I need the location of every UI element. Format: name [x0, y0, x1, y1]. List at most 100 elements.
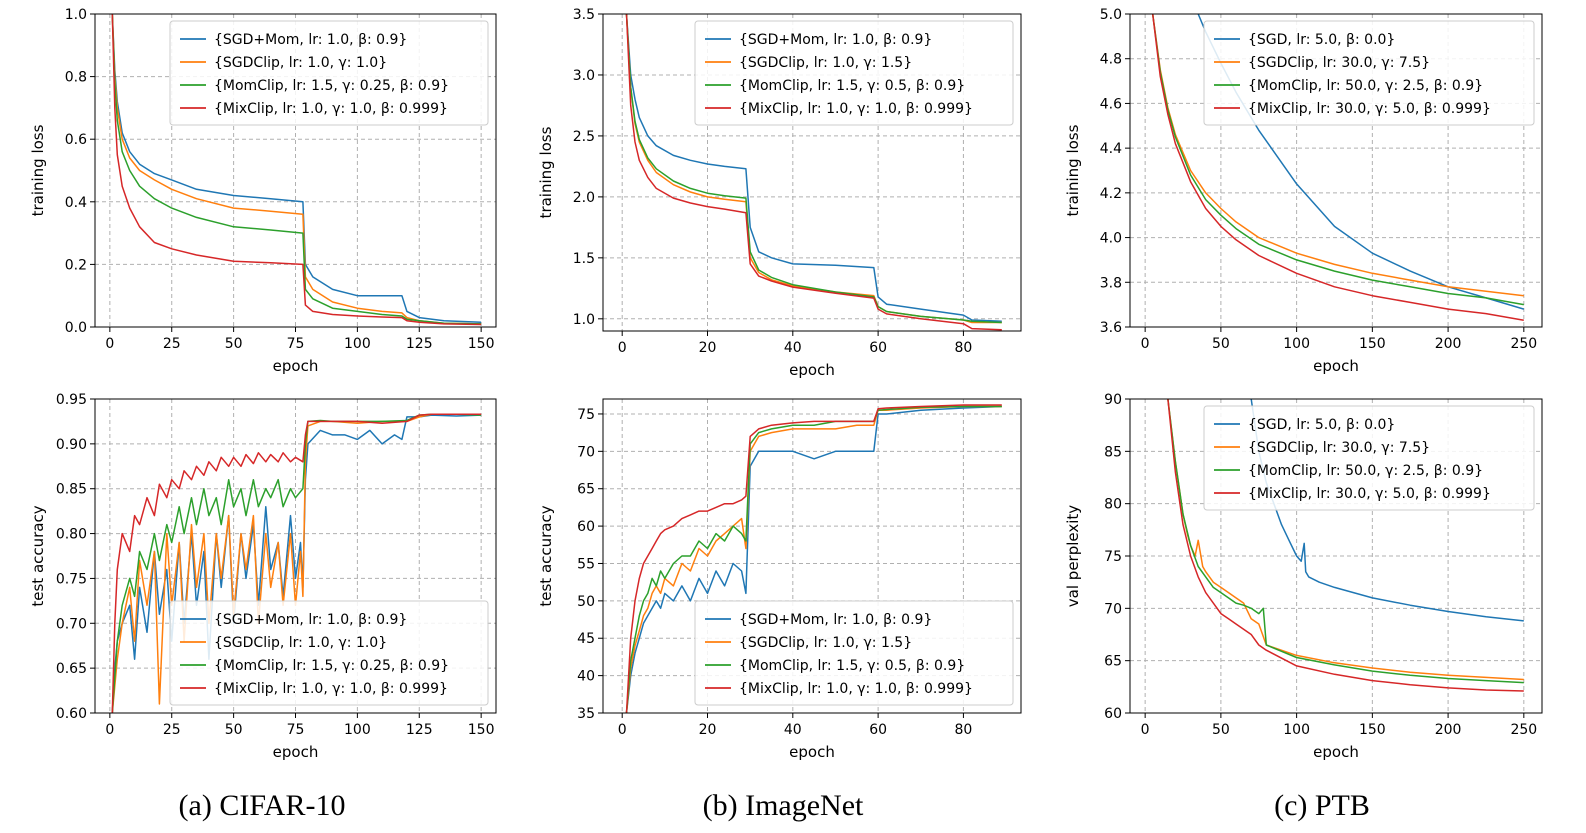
panel5-x-tick-label: 0 [1141, 722, 1150, 738]
panel0-y-tick-label: 0.0 [65, 320, 87, 336]
panel4-legend-box [694, 600, 1014, 706]
panel0-x-tick-label: 25 [163, 336, 181, 352]
panel2-x-tick-label: 200 [1435, 336, 1462, 352]
panel3-y-tick-label: 0.80 [56, 527, 87, 543]
panel3-x-tick-label: 125 [406, 722, 433, 738]
panel1-legend-box [694, 20, 1014, 126]
panel0-series-line-sgd-mom [111, 14, 482, 324]
panel0-x-tick-label: 0 [105, 336, 114, 352]
panel3-axes-frame [94, 398, 497, 714]
panel1-y-tick-label: 1.0 [573, 312, 595, 328]
panel4-x-tick-label: 60 [869, 722, 887, 738]
cifar10-test-accuracy-chart: 0 25 50 75 100 125 150 0.60 0.65 0.70 0.75 0.80 0.85… [29, 392, 497, 761]
panel4-y-tick-label: 70 [577, 444, 595, 460]
panel5-legend-entry: {SGDClip, lr: 30.0, γ: 7.5} [1248, 440, 1430, 456]
panel0-legend-entry: {SGD+Mom, lr: 1.0, β: 0.9} [214, 32, 407, 48]
panel2-y-tick-label: 4.0 [1100, 231, 1122, 247]
panel2-x-tick-label: 250 [1510, 336, 1537, 352]
panel5-y-tick-label: 80 [1104, 497, 1122, 513]
panel0-series-line-mixclip [111, 14, 482, 326]
panel2-legend-box [1203, 20, 1535, 126]
panel2-y-tick-label: 4.4 [1100, 141, 1122, 157]
panel1-y-tick-label: 2.5 [573, 129, 595, 145]
panel0-series-line-momclip [111, 14, 482, 325]
panel0-x-tick-label: 150 [468, 336, 495, 352]
panel2-y-tick-label: 4.6 [1100, 96, 1122, 112]
panel3-y-tick-label: 0.70 [56, 616, 87, 632]
panel5-series-line-momclip [1167, 399, 1524, 684]
panel3-legend-entry: {SGD+Mom, lr: 1.0, β: 0.9} [214, 612, 407, 628]
panel0-x-tick-label: 125 [406, 336, 433, 352]
panel0-x-tick-label: 75 [287, 336, 305, 352]
panel0-legend: {SGD+Mom, lr: 1.0, β: 0.9} {SGDClip, lr: … [169, 20, 489, 126]
caption-ptb: (c) PTB [1274, 789, 1370, 822]
panel1-y-tick-label: 2.0 [573, 190, 595, 206]
panel5-y-tick-label: 90 [1104, 392, 1122, 408]
panel3-legend-entry: {MixClip, lr: 1.0, γ: 1.0, β: 0.999} [214, 681, 448, 697]
panel1-legend-entry: {MomClip, lr: 1.5, γ: 0.5, β: 0.9} [739, 78, 965, 94]
panel3-x-tick-label: 75 [287, 722, 305, 738]
panel5-y-tick-label: 70 [1104, 601, 1122, 617]
panel1-y-tick-label: 3.5 [573, 7, 595, 23]
panel4-legend-entry: {SGDClip, lr: 1.0, γ: 1.5} [739, 635, 912, 651]
panel5-y-tick-label: 85 [1104, 444, 1122, 460]
panel5-legend-entry: {SGD, lr: 5.0, β: 0.0} [1248, 417, 1395, 433]
panel3-legend-box [169, 600, 489, 706]
panel3-x-tick-label: 25 [163, 722, 181, 738]
panel3-y-tick-label: 0.90 [56, 437, 87, 453]
panel1-series-line-momclip [625, 14, 1002, 324]
panel4-y-tick-label: 50 [577, 594, 595, 610]
panel0-x-tick-label: 100 [344, 336, 371, 352]
panel4-series-line-sgdclip [625, 405, 1002, 713]
panel0-x-tick-label: 50 [225, 336, 243, 352]
panel5-legend-entry: {MomClip, lr: 50.0, γ: 2.5, β: 0.9} [1248, 463, 1483, 479]
panel5-axes-frame [1129, 398, 1543, 714]
panel2-y-tick-label: 4.8 [1100, 52, 1122, 68]
panel3-x-tick-label: 0 [105, 722, 114, 738]
panel5-x-axis-label: epoch [1313, 743, 1359, 761]
panel1-x-tick-label: 80 [955, 340, 973, 356]
panel2-y-tick-label: 3.8 [1100, 275, 1122, 291]
panel5-x-tick-label: 50 [1212, 722, 1230, 738]
panel4-y-tick-label: 75 [577, 407, 595, 423]
panel5-x-tick-label: 250 [1510, 722, 1537, 738]
panel0-y-tick-label: 0.6 [65, 132, 87, 148]
panel0-y-axis-label: training loss [29, 124, 47, 216]
panel5-legend-entry: {MixClip, lr: 30.0, γ: 5.0, β: 0.999} [1248, 486, 1491, 502]
panel4-series-line-sgd-mom [625, 405, 1002, 713]
panel0-legend-entry: {MixClip, lr: 1.0, γ: 1.0, β: 0.999} [214, 101, 448, 117]
panel5-y-tick-label: 65 [1104, 654, 1122, 670]
panel0-y-tick-label: 0.2 [65, 257, 87, 273]
panel2-y-tick-label: 4.2 [1100, 186, 1122, 202]
panel4-y-tick-label: 40 [577, 669, 595, 685]
panel3-legend: {SGD+Mom, lr: 1.0, β: 0.9} {SGDClip, lr: … [169, 600, 489, 706]
panel4-y-tick-label: 65 [577, 482, 595, 498]
panel5-y-tick-label: 75 [1104, 549, 1122, 565]
panel5-x-tick-label: 150 [1359, 722, 1386, 738]
panel4-x-tick-label: 0 [618, 722, 627, 738]
panel5-x-tick-label: 100 [1283, 722, 1310, 738]
panel1-x-tick-label: 60 [869, 340, 887, 356]
panel2-x-tick-label: 100 [1283, 336, 1310, 352]
ptb-val-perplexity-chart: 0 50 100 150 200 250 60 65 70 75 80 85 90 epoch val pe… [1064, 392, 1543, 761]
panel3-x-tick-label: 50 [225, 722, 243, 738]
panel1-series-line-mixclip [625, 14, 1002, 331]
panel4-y-axis-label: test accuracy [537, 505, 555, 606]
imagenet-training-loss-chart: 0 20 40 60 80 1.0 1.5 2.0 2.5 3.0 3.5 epoch training… [537, 7, 1022, 379]
panel5-x-tick-label: 200 [1435, 722, 1462, 738]
panel3-legend-entry: {MomClip, lr: 1.5, γ: 0.25, β: 0.9} [214, 658, 449, 674]
cifar10-training-loss-chart: 0 25 50 75 100 125 150 0.0 0.2 0.4 0.6 0.8 1.0 epoch t… [29, 7, 497, 375]
imagenet-test-accuracy-chart: 0 20 40 60 80 35 40 45 50 55 60 65 70 75 epoch test acc… [537, 398, 1022, 761]
panel2-legend-entry: {SGD, lr: 5.0, β: 0.0} [1248, 32, 1395, 48]
panel1-y-tick-label: 3.0 [573, 68, 595, 84]
panel4-x-tick-label: 80 [955, 722, 973, 738]
panel2-x-tick-label: 150 [1359, 336, 1386, 352]
panel4-y-tick-label: 45 [577, 631, 595, 647]
panel1-y-tick-label: 1.5 [573, 251, 595, 267]
panel1-legend: {SGD+Mom, lr: 1.0, β: 0.9} {SGDClip, lr: … [694, 20, 1014, 126]
panel3-x-axis-label: epoch [273, 743, 319, 761]
panel0-series-line-sgdclip [111, 14, 482, 325]
panel1-axes-frame [602, 13, 1022, 332]
panel3-legend-entry: {SGDClip, lr: 1.0, γ: 1.0} [214, 635, 387, 651]
